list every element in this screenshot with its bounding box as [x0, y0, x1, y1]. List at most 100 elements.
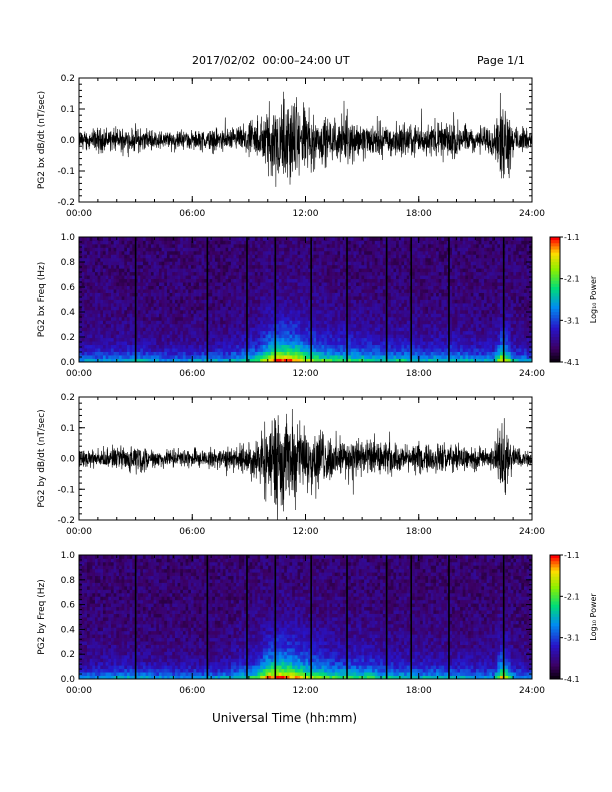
spectrogram-cell: [353, 285, 357, 290]
spectrogram-cell: [406, 271, 410, 276]
spectrogram-cell: [110, 299, 115, 304]
spectrogram-cell: [84, 299, 88, 304]
spectrogram-cell: [353, 355, 357, 359]
spectrogram-cell: [406, 327, 410, 332]
spectrogram-cell: [153, 282, 157, 287]
spectrogram-cell: [188, 299, 192, 304]
spectrogram-cell: [414, 250, 418, 255]
spectrogram-cell: [313, 257, 317, 262]
spectrogram-cell: [348, 341, 352, 346]
spectrogram-cell: [310, 282, 314, 287]
spectrogram-cell: [204, 275, 208, 280]
spectrogram-cell: [334, 285, 338, 290]
spectrogram-cell: [92, 330, 96, 335]
spectrogram-cell: [84, 358, 88, 363]
spectrogram-cell: [145, 237, 149, 241]
spectrogram-cell: [318, 296, 322, 300]
plot-frame: [78, 77, 533, 203]
spectrogram-cell: [356, 330, 360, 335]
spectrogram-cell: [340, 289, 344, 293]
spectrogram-cell: [177, 302, 181, 307]
spectrogram-cell: [430, 316, 434, 321]
spectrogram-cell: [214, 285, 218, 290]
spectrogram-cell: [374, 285, 378, 290]
spectrogram-cell: [201, 296, 205, 300]
spectrogram-cell: [276, 296, 280, 300]
spectrogram-cell: [284, 282, 288, 287]
spectrogram-cell: [321, 337, 325, 342]
spectrogram-cell: [246, 302, 250, 307]
spectrogram-cell: [254, 275, 258, 280]
spectrogram-cell: [337, 313, 341, 318]
spectrogram-cell: [94, 268, 99, 273]
spectrogram-cell: [353, 358, 357, 363]
spectrogram-cell: [201, 285, 205, 290]
spectrogram-cell: [393, 313, 397, 318]
spectrogram-cell: [126, 268, 131, 273]
spectrogram-cell: [161, 348, 165, 352]
spectrogram-cell: [244, 264, 248, 269]
spectrogram-cell: [105, 271, 109, 276]
spectrogram-cell: [326, 348, 330, 352]
spectrogram-cell: [252, 341, 256, 346]
spectrogram-cell: [121, 271, 125, 276]
spectrogram-cell: [238, 299, 242, 304]
spectrogram-cell: [428, 355, 432, 359]
spectrogram-cell: [422, 309, 426, 314]
spectrogram-cell: [241, 296, 245, 300]
spectrogram-cell: [129, 271, 133, 276]
spectrogram-cell: [289, 254, 293, 259]
spectrogram-cell: [84, 250, 88, 255]
spectrogram-cell: [334, 296, 338, 300]
spectrogram-cell: [150, 243, 155, 248]
spectrogram-cell: [292, 306, 296, 311]
spectrogram-cell: [246, 289, 250, 293]
spectrogram-cell: [428, 250, 432, 255]
spectrogram-cell: [356, 323, 360, 328]
spectrogram-cell: [398, 337, 402, 342]
spectrogram-cell: [428, 348, 432, 352]
spectrogram-cell: [246, 240, 250, 245]
spectrogram-cell: [174, 275, 178, 280]
spectrogram-cell: [388, 247, 392, 252]
spectrogram-cell: [289, 348, 293, 352]
spectrogram-cell: [145, 240, 149, 245]
spectrogram-cell: [254, 278, 258, 283]
spectrogram-cell: [294, 250, 298, 255]
spectrogram-cell: [233, 261, 237, 266]
spectrogram-cell: [193, 306, 197, 311]
spectrogram-cell: [334, 278, 338, 283]
spectrogram-cell: [281, 240, 285, 245]
spectrogram-cell: [404, 330, 408, 335]
spectrogram-cell: [337, 271, 341, 276]
spectrogram-cell: [284, 334, 288, 339]
spectrogram-cell: [172, 309, 176, 314]
spectrogram-cell: [137, 271, 141, 276]
spectrogram-cell: [372, 254, 376, 259]
spectrogram-cell: [124, 268, 128, 273]
spectrogram-cell: [412, 306, 416, 311]
spectrogram-cell: [113, 250, 117, 255]
spectrogram-cell: [188, 316, 192, 321]
spectrogram-cell: [374, 306, 378, 311]
y-tick-label: 0.0: [61, 136, 76, 146]
spectrogram-cell: [398, 323, 402, 328]
spectrogram-cell: [174, 278, 178, 283]
spectrogram-cell: [233, 309, 237, 314]
spectrogram-cell: [374, 268, 378, 273]
spectrogram-cell: [137, 337, 141, 342]
spectrogram-cell: [148, 282, 152, 287]
spectrogram-cell: [150, 358, 155, 363]
spectrogram-cell: [100, 237, 104, 241]
spectrogram-cell: [126, 278, 131, 283]
spectrogram-cell: [350, 344, 354, 349]
spectrogram-cell: [241, 344, 245, 349]
spectrogram-cell: [313, 341, 317, 346]
spectrogram-cell: [278, 282, 282, 287]
spectrogram-cell: [113, 282, 117, 287]
spectrogram-cell: [174, 299, 178, 304]
spectrogram-cell: [102, 257, 107, 262]
spectrogram-cell: [401, 323, 405, 328]
y-tick-label: 0.1: [61, 105, 75, 115]
spectrogram-cell: [172, 344, 176, 349]
